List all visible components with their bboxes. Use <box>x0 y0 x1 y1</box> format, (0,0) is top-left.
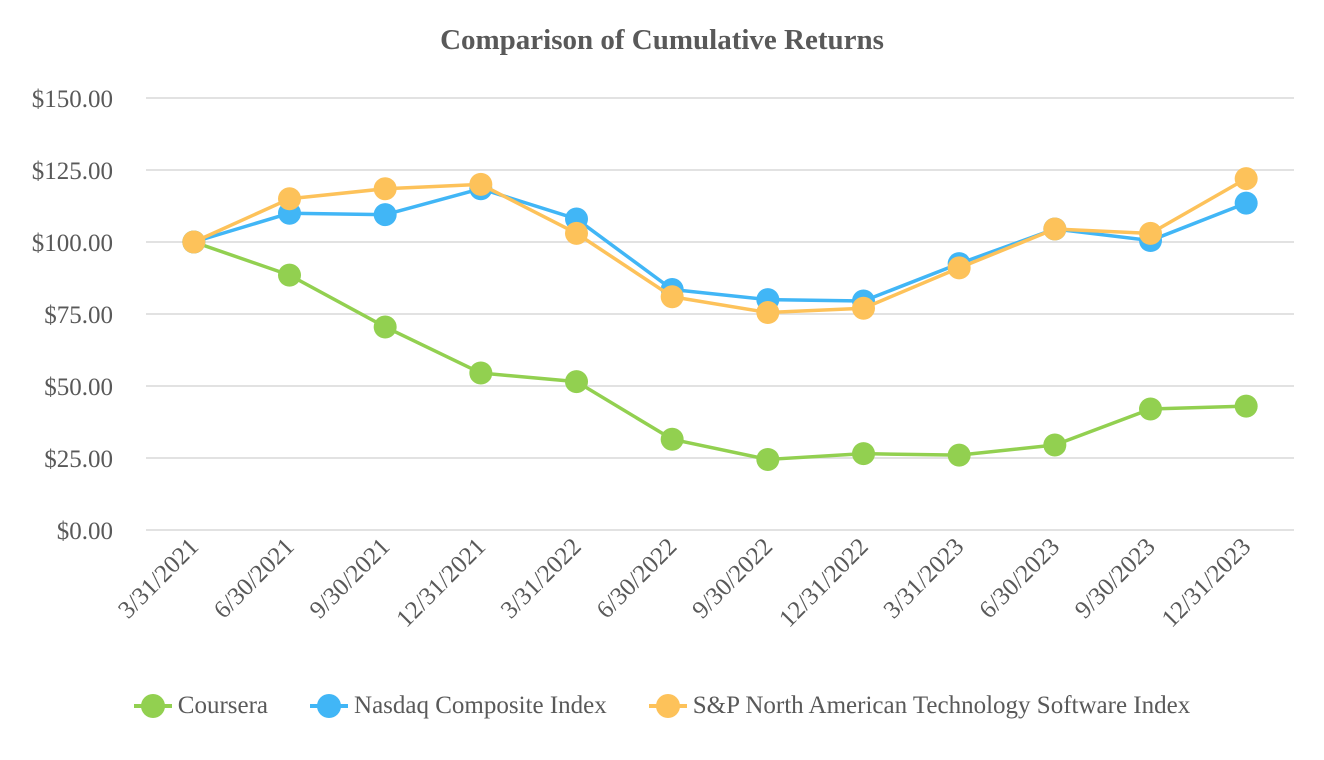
y-tick-label: $50.00 <box>44 374 113 401</box>
y-tick-label: $0.00 <box>57 518 113 545</box>
x-tick-label: 9/30/2021 <box>305 533 396 624</box>
data-point[interactable] <box>660 285 684 309</box>
x-tick-label: 3/31/2022 <box>496 533 587 624</box>
series-line <box>193 186 1247 303</box>
x-tick-label: 6/30/2022 <box>592 533 683 624</box>
data-point[interactable] <box>182 230 206 254</box>
series-1 <box>182 177 1258 313</box>
data-point[interactable] <box>1234 394 1258 418</box>
y-tick-label: $150.00 <box>32 86 113 113</box>
legend-swatch-coursera <box>133 692 172 720</box>
data-point[interactable] <box>660 427 684 451</box>
data-point[interactable] <box>852 442 875 466</box>
y-tick-label: $125.00 <box>32 158 113 185</box>
series-0 <box>182 230 1258 471</box>
data-point[interactable] <box>1139 397 1162 421</box>
gridlines <box>146 97 1294 531</box>
chart-title: Comparison of Cumulative Returns <box>440 24 884 56</box>
legend-item-coursera[interactable]: Coursera <box>133 692 269 720</box>
data-point[interactable] <box>278 263 301 287</box>
data-point[interactable] <box>852 296 875 320</box>
data-point[interactable] <box>756 301 780 325</box>
plot-area: $0.00 $25.00 $50.00 $75.00 $100.00 $125.00 $15… <box>32 86 1294 633</box>
data-point[interactable] <box>1043 217 1067 241</box>
legend-item-sp-software[interactable]: S&P North American Technology Software I… <box>648 692 1191 720</box>
legend-label: Nasdaq Composite Index <box>354 692 607 719</box>
data-point[interactable] <box>947 443 971 467</box>
legend-item-nasdaq[interactable]: Nasdaq Composite Index <box>310 692 607 720</box>
data-point[interactable] <box>565 370 588 394</box>
x-tick-label: 12/31/2023 <box>1157 533 1257 633</box>
y-tick-label: $75.00 <box>44 302 113 329</box>
data-point[interactable] <box>947 256 971 280</box>
series-2 <box>182 167 1258 325</box>
data-point[interactable] <box>1139 221 1162 245</box>
y-axis-tick-labels: $0.00 $25.00 $50.00 $75.00 $100.00 $125.00 $15… <box>32 86 113 545</box>
legend-swatch-nasdaq <box>310 692 349 720</box>
x-tick-label: 12/31/2021 <box>391 533 491 633</box>
legend-label: Coursera <box>177 692 269 719</box>
data-point[interactable] <box>756 447 780 471</box>
y-tick-label: $25.00 <box>44 446 113 473</box>
x-tick-label: 6/30/2023 <box>974 533 1065 624</box>
data-point[interactable] <box>373 203 397 227</box>
data-point[interactable] <box>373 177 397 201</box>
data-point[interactable] <box>278 187 301 211</box>
data-point[interactable] <box>1234 191 1258 215</box>
x-tick-label: 3/31/2023 <box>879 533 970 624</box>
data-point[interactable] <box>469 172 493 196</box>
x-tick-label: 6/30/2021 <box>209 533 300 624</box>
x-tick-label: 9/30/2022 <box>687 533 778 624</box>
data-point[interactable] <box>1234 167 1258 191</box>
x-tick-label: 3/31/2021 <box>113 533 204 624</box>
data-point[interactable] <box>565 221 588 245</box>
legend-label: S&P North American Technology Software I… <box>692 692 1191 719</box>
y-tick-label: $100.00 <box>32 230 113 257</box>
data-point[interactable] <box>469 361 493 385</box>
x-tick-label: 9/30/2023 <box>1070 533 1161 624</box>
x-tick-label: 12/31/2022 <box>774 533 874 633</box>
series-line <box>193 177 1248 315</box>
data-point[interactable] <box>373 315 397 339</box>
series-line <box>193 240 1247 462</box>
data-point[interactable] <box>1043 433 1067 457</box>
legend-swatch-sp-software <box>648 692 687 720</box>
series-lines <box>182 167 1258 471</box>
legend: Coursera Nasdaq Composite Index S&P Nort… <box>0 688 1324 724</box>
